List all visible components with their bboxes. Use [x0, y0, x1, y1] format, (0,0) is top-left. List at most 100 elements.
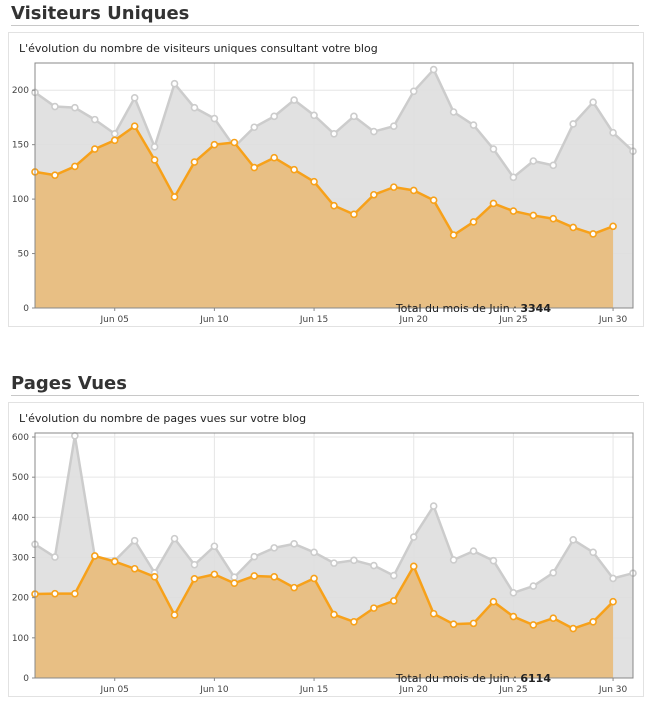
current-period-point[interactable] [589, 230, 597, 238]
current-period-point[interactable] [270, 572, 279, 581]
current-period-point[interactable] [549, 214, 558, 223]
current-period-point[interactable] [130, 564, 139, 573]
current-period-point[interactable] [609, 597, 617, 606]
current-period-point[interactable] [51, 171, 59, 179]
current-period-point[interactable] [409, 562, 418, 571]
current-period-point[interactable] [91, 145, 99, 153]
previous-period-point[interactable] [489, 556, 498, 565]
current-period-point[interactable] [170, 193, 179, 201]
current-period-point[interactable] [110, 557, 119, 566]
current-period-point[interactable] [469, 619, 478, 628]
current-period-point[interactable] [489, 597, 498, 606]
previous-period-point[interactable] [170, 534, 179, 543]
current-period-point[interactable] [190, 158, 199, 166]
current-period-point[interactable] [290, 165, 298, 174]
previous-period-point[interactable] [51, 102, 59, 111]
previous-period-point[interactable] [609, 128, 617, 137]
current-period-point[interactable] [110, 136, 119, 145]
previous-period-point[interactable] [449, 108, 458, 116]
previous-period-point[interactable] [389, 122, 398, 130]
previous-period-point[interactable] [409, 533, 418, 541]
previous-period-point[interactable] [210, 542, 219, 551]
current-period-point[interactable] [91, 552, 99, 560]
current-period-point[interactable] [350, 210, 358, 219]
previous-period-point[interactable] [469, 121, 478, 129]
previous-period-point[interactable] [350, 112, 358, 121]
previous-period-point[interactable] [589, 548, 597, 557]
previous-period-point[interactable] [270, 544, 279, 552]
current-period-point[interactable] [71, 162, 79, 171]
current-period-point[interactable] [509, 612, 518, 621]
previous-period-point[interactable] [370, 127, 378, 136]
current-period-point[interactable] [429, 196, 438, 204]
current-period-point[interactable] [250, 163, 259, 172]
previous-period-point[interactable] [529, 582, 538, 590]
previous-period-point[interactable] [230, 573, 239, 581]
previous-period-point[interactable] [330, 129, 338, 138]
current-period-point[interactable] [51, 589, 59, 598]
current-period-point[interactable] [310, 177, 318, 186]
previous-period-point[interactable] [130, 94, 139, 102]
previous-period-point[interactable] [91, 115, 99, 124]
current-period-point[interactable] [370, 190, 378, 199]
previous-period-point[interactable] [509, 173, 518, 182]
previous-period-point[interactable] [549, 161, 558, 170]
previous-period-point[interactable] [190, 560, 199, 569]
previous-period-point[interactable] [250, 552, 259, 561]
current-period-point[interactable] [409, 186, 418, 195]
previous-period-point[interactable] [250, 123, 259, 132]
previous-period-point[interactable] [350, 556, 358, 565]
previous-period-point[interactable] [589, 98, 597, 107]
previous-period-point[interactable] [389, 571, 398, 580]
current-period-point[interactable] [429, 609, 438, 618]
current-period-point[interactable] [290, 583, 298, 592]
current-period-point[interactable] [370, 604, 378, 612]
current-period-point[interactable] [210, 570, 219, 579]
current-period-point[interactable] [150, 572, 159, 581]
previous-period-point[interactable] [330, 559, 338, 567]
previous-period-point[interactable] [71, 432, 79, 440]
previous-period-point[interactable] [51, 553, 59, 561]
current-period-point[interactable] [569, 624, 578, 633]
current-period-point[interactable] [549, 614, 558, 622]
previous-period-point[interactable] [449, 556, 458, 564]
previous-period-point[interactable] [290, 540, 298, 548]
current-period-point[interactable] [350, 617, 358, 626]
previous-period-point[interactable] [549, 568, 558, 577]
current-period-point[interactable] [489, 199, 498, 208]
previous-period-point[interactable] [170, 79, 179, 88]
previous-period-point[interactable] [409, 87, 418, 96]
current-period-point[interactable] [150, 156, 159, 164]
current-period-point[interactable] [230, 579, 239, 588]
current-period-point[interactable] [529, 211, 538, 220]
previous-period-point[interactable] [529, 157, 538, 165]
current-period-point[interactable] [589, 617, 597, 626]
previous-period-point[interactable] [210, 114, 219, 123]
current-period-point[interactable] [330, 610, 338, 619]
previous-period-point[interactable] [270, 112, 279, 121]
previous-period-point[interactable] [71, 103, 79, 112]
current-period-point[interactable] [250, 572, 259, 580]
current-period-point[interactable] [389, 597, 398, 605]
current-period-point[interactable] [190, 574, 199, 583]
previous-period-point[interactable] [489, 145, 498, 153]
current-period-point[interactable] [469, 218, 478, 226]
previous-period-point[interactable] [370, 561, 378, 570]
current-period-point[interactable] [71, 589, 79, 598]
current-period-point[interactable] [230, 138, 239, 147]
previous-period-point[interactable] [429, 502, 438, 510]
current-period-point[interactable] [389, 183, 398, 191]
previous-period-point[interactable] [569, 536, 578, 544]
previous-period-point[interactable] [429, 65, 438, 74]
current-period-point[interactable] [449, 231, 458, 239]
previous-period-point[interactable] [509, 589, 518, 597]
current-period-point[interactable] [330, 201, 338, 210]
current-period-point[interactable] [569, 223, 578, 232]
previous-period-point[interactable] [150, 143, 159, 151]
previous-period-point[interactable] [609, 574, 617, 583]
previous-period-point[interactable] [469, 547, 478, 555]
current-period-point[interactable] [130, 122, 139, 130]
current-period-point[interactable] [609, 222, 617, 231]
